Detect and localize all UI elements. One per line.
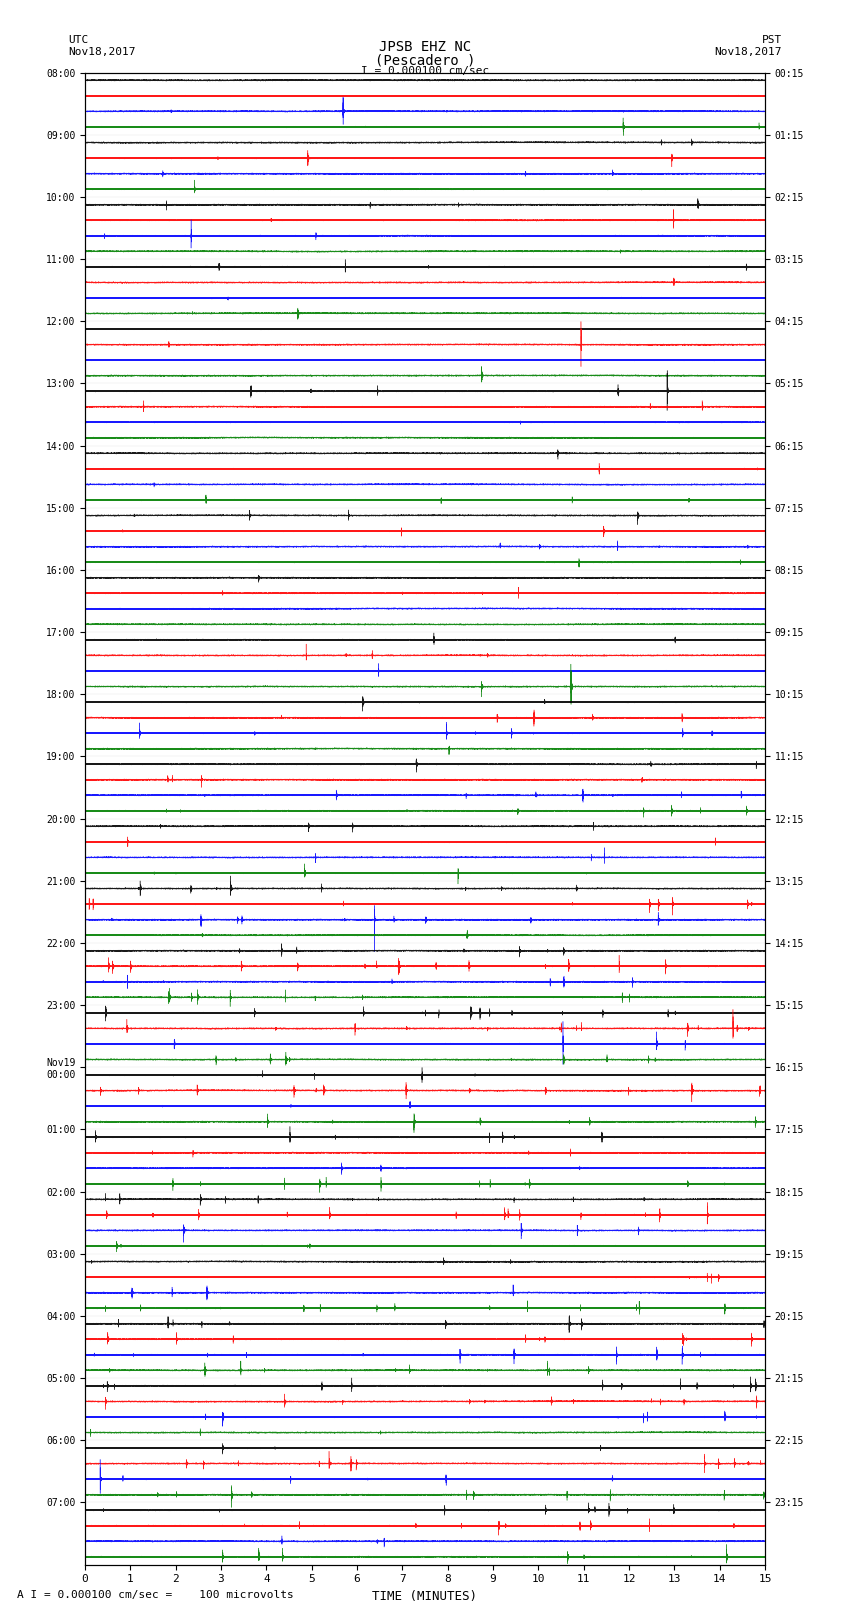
Text: PST
Nov18,2017: PST Nov18,2017 [715,35,782,56]
Text: JPSB EHZ NC: JPSB EHZ NC [379,40,471,55]
Text: A I = 0.000100 cm/sec =    100 microvolts: A I = 0.000100 cm/sec = 100 microvolts [17,1590,294,1600]
X-axis label: TIME (MINUTES): TIME (MINUTES) [372,1590,478,1603]
Text: UTC
Nov18,2017: UTC Nov18,2017 [68,35,135,56]
Text: I = 0.000100 cm/sec: I = 0.000100 cm/sec [361,66,489,76]
Text: (Pescadero ): (Pescadero ) [375,53,475,68]
